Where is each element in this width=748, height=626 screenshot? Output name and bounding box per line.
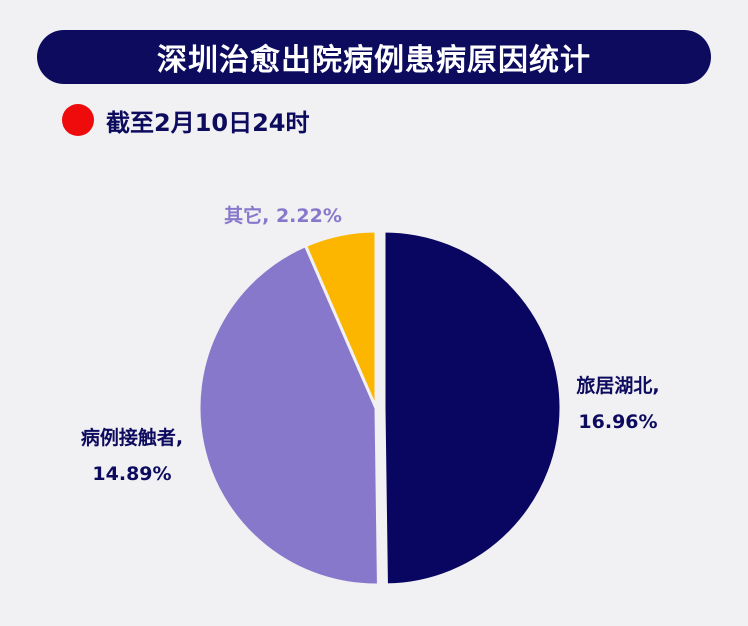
pie-slice — [382, 229, 563, 587]
red-dot-icon — [62, 104, 94, 136]
slice-category-label: 病例接触者, — [81, 426, 183, 449]
slice-label: 其它, 2.22% — [224, 204, 342, 227]
slice-value-label: 2.22% — [276, 205, 342, 227]
slice-category-label: 其它, — [224, 204, 276, 227]
slice-category-label: 旅居湖北, — [576, 374, 659, 397]
pie-slice — [303, 229, 378, 409]
slice-value-label: 14.89% — [92, 463, 171, 485]
pie-slice — [197, 243, 380, 587]
page-title: 深圳治愈出院病例患病原因统计 — [157, 43, 591, 78]
title-banner: 深圳治愈出院病例患病原因统计 — [37, 30, 711, 84]
date-subtitle: 截至2月10日24时 — [106, 108, 310, 137]
slice-value-label: 16.96% — [578, 411, 657, 433]
subtitle-row: 截至2月10日24时 — [62, 103, 310, 137]
